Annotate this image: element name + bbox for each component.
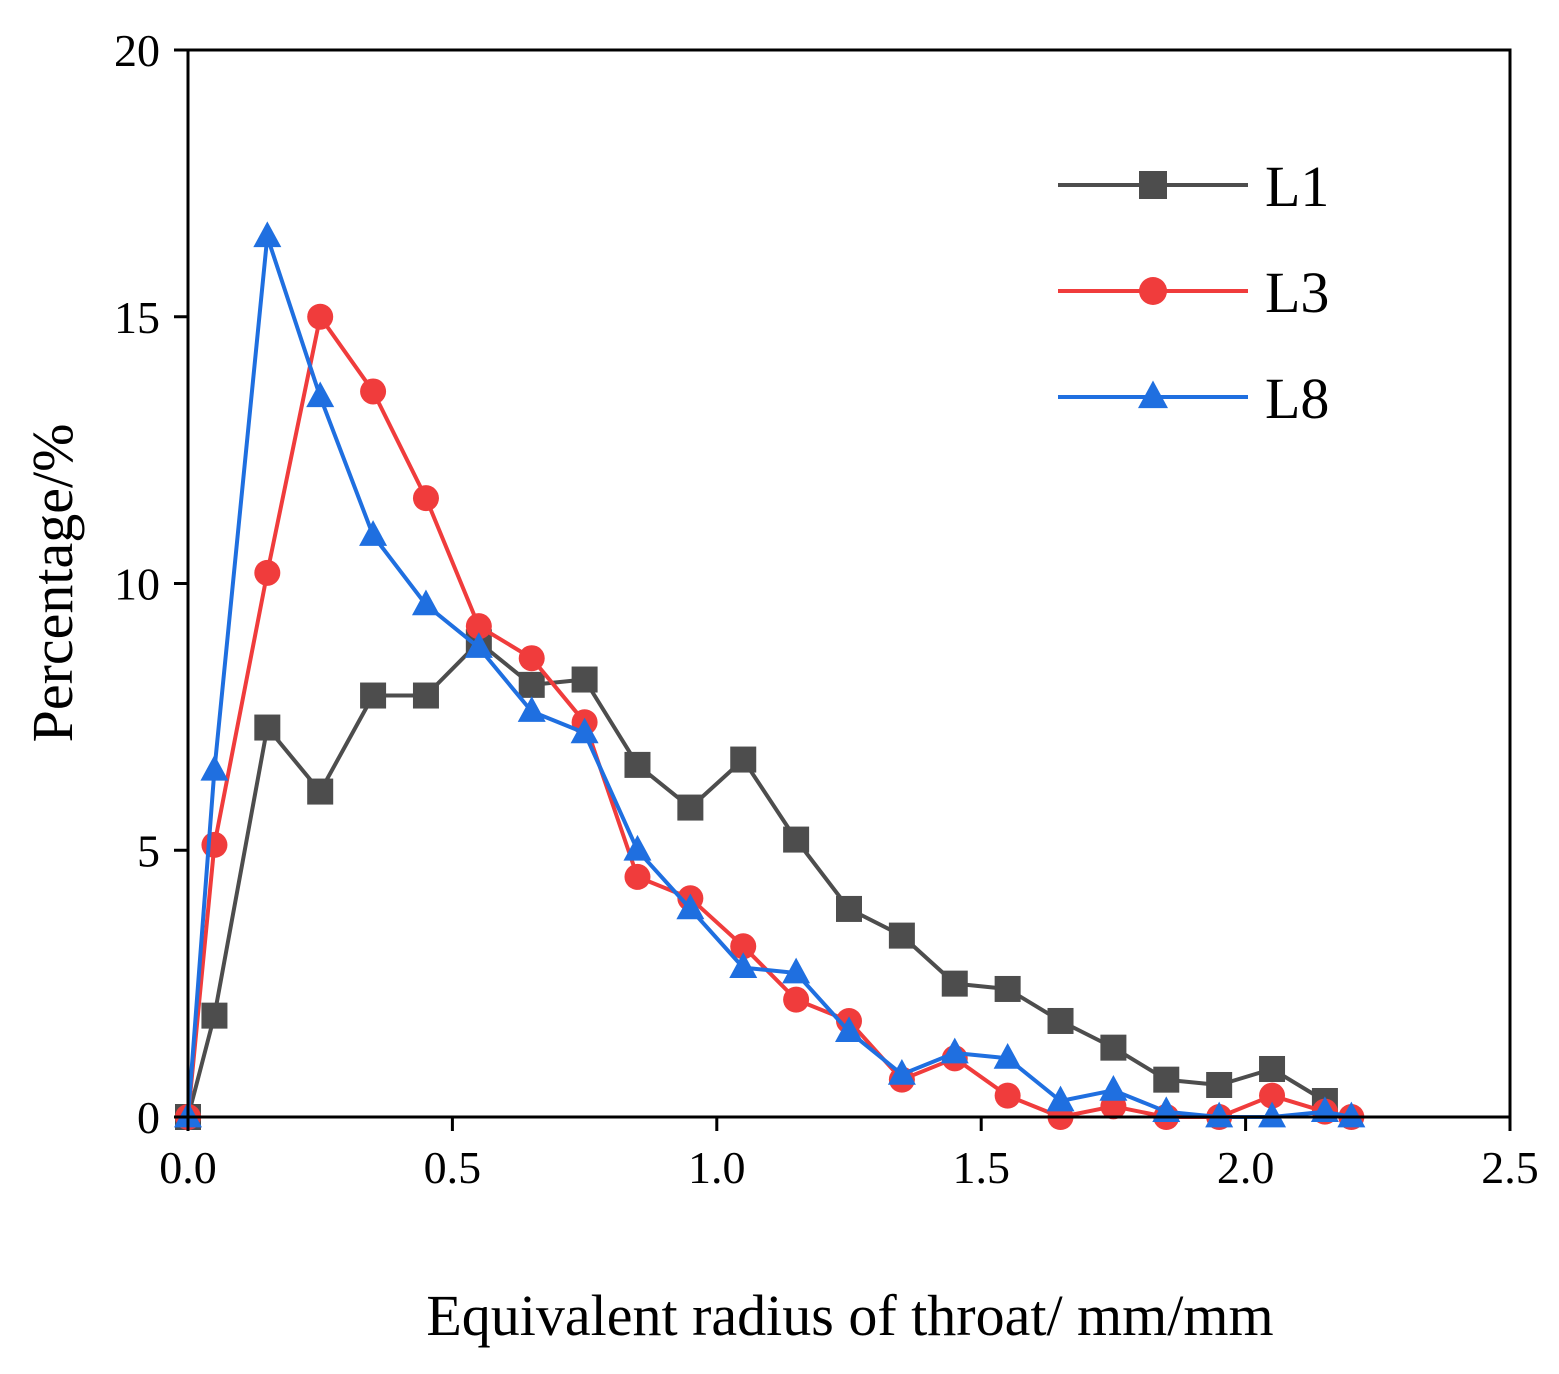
square-marker — [888, 922, 915, 949]
triangle-marker — [359, 520, 388, 546]
triangle-marker — [464, 632, 493, 658]
square-marker — [360, 682, 387, 709]
square-marker — [836, 895, 862, 922]
triangle-marker — [1099, 1075, 1128, 1101]
tick-layer: 0.0 0.5 1.0 1.5 2.0 2.5 0 5 10 15 20 — [114, 25, 1539, 1193]
series-line-l1 — [186, 640, 1326, 1118]
legend-label: L8 — [1265, 366, 1329, 431]
triangle-marker — [200, 754, 229, 781]
square-marker — [941, 970, 968, 997]
triangle-marker — [993, 1043, 1022, 1069]
x-tick-label: 0.0 — [159, 1142, 217, 1193]
square-marker — [571, 666, 598, 693]
square-marker — [994, 975, 1021, 1002]
x-tick-label: 1.5 — [952, 1142, 1010, 1193]
y-tick-label: 0 — [137, 1092, 160, 1143]
x-tick-label: 2.0 — [1217, 1142, 1275, 1193]
y-tick-label: 15 — [114, 292, 160, 343]
y-tick-label: 5 — [137, 825, 160, 876]
triangle-marker — [676, 893, 705, 920]
circle-marker — [201, 831, 228, 858]
triangle-marker — [570, 717, 599, 744]
square-marker — [1100, 1034, 1127, 1061]
legend-item-l8: L8 — [1058, 366, 1329, 431]
square-marker — [677, 794, 704, 821]
x-axis-title: Equivalent radius of throat/ mm/mm — [426, 1283, 1273, 1348]
legend-item-l3: L3 — [1058, 260, 1329, 325]
square-marker — [518, 671, 545, 698]
circle-marker — [254, 559, 281, 586]
triangle-marker — [1046, 1085, 1075, 1112]
circle-marker — [518, 645, 545, 672]
triangle-marker — [1138, 380, 1168, 409]
y-axis-title: Percentage/% — [20, 424, 85, 743]
circle-marker — [412, 485, 439, 512]
triangle-marker — [887, 1059, 916, 1085]
x-tick-label: 0.5 — [424, 1142, 482, 1193]
triangle-marker — [729, 952, 758, 978]
square-marker — [1153, 1066, 1180, 1093]
series-line-l8 — [186, 234, 1352, 1119]
triangle-marker — [306, 381, 335, 408]
square-marker — [1047, 1007, 1074, 1034]
square-marker — [1139, 171, 1167, 199]
circle-marker — [730, 933, 757, 960]
triangle-marker — [517, 696, 546, 722]
series-l1 — [175, 629, 1338, 1130]
square-marker — [254, 714, 281, 741]
legend-item-l1: L1 — [1058, 154, 1329, 219]
triangle-marker — [782, 957, 811, 984]
circle-marker — [1259, 1082, 1286, 1109]
square-marker — [412, 682, 439, 709]
triangle-marker — [411, 589, 440, 616]
x-tick-label: 2.5 — [1481, 1142, 1539, 1193]
series-layer — [174, 221, 1366, 1130]
circle-marker — [783, 986, 810, 1013]
triangle-marker — [1337, 1101, 1366, 1128]
circle-marker — [624, 863, 651, 890]
circle-marker — [360, 378, 387, 405]
triangle-marker — [623, 834, 652, 861]
circle-marker — [994, 1082, 1021, 1109]
legend-label: L3 — [1265, 260, 1329, 325]
series-l8 — [174, 221, 1366, 1128]
square-marker — [201, 1002, 228, 1029]
triangle-marker — [835, 1016, 863, 1043]
square-marker — [307, 778, 334, 805]
triangle-marker — [1205, 1101, 1234, 1128]
series-l3 — [175, 303, 1365, 1130]
triangle-marker — [1258, 1101, 1287, 1128]
triangle-marker — [940, 1037, 969, 1064]
circle-marker — [465, 613, 492, 640]
x-tick-label: 1.0 — [688, 1142, 746, 1193]
y-tick-label: 10 — [114, 559, 160, 610]
square-marker — [1259, 1055, 1286, 1082]
square-marker — [1206, 1071, 1233, 1098]
legend-label: L1 — [1265, 154, 1329, 219]
circle-marker — [307, 303, 334, 330]
y-tick-label: 20 — [114, 25, 160, 76]
triangle-marker — [253, 221, 282, 248]
circle-marker — [1139, 277, 1167, 305]
square-marker — [624, 751, 651, 778]
legend: L1 L3 L8 — [1058, 154, 1329, 431]
square-marker — [730, 746, 757, 773]
square-marker — [783, 826, 810, 853]
